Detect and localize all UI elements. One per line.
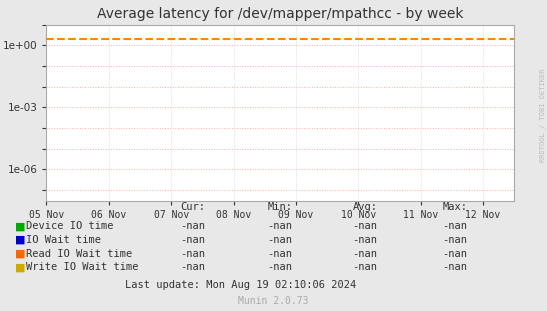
Text: ■: ■ <box>15 221 26 231</box>
Text: -nan: -nan <box>352 221 377 231</box>
Text: -nan: -nan <box>267 221 293 231</box>
Title: Average latency for /dev/mapper/mpathcc - by week: Average latency for /dev/mapper/mpathcc … <box>97 7 464 21</box>
Text: Device IO time: Device IO time <box>26 221 114 231</box>
Text: -nan: -nan <box>352 249 377 259</box>
Text: -nan: -nan <box>180 249 205 259</box>
Text: -nan: -nan <box>352 235 377 245</box>
Text: ■: ■ <box>15 249 26 259</box>
Text: -nan: -nan <box>267 249 293 259</box>
Text: Write IO Wait time: Write IO Wait time <box>26 262 139 272</box>
Text: -nan: -nan <box>267 262 293 272</box>
Text: Cur:: Cur: <box>180 202 205 212</box>
Text: -nan: -nan <box>180 262 205 272</box>
Text: -nan: -nan <box>352 262 377 272</box>
Text: Avg:: Avg: <box>352 202 377 212</box>
Text: -nan: -nan <box>443 221 468 231</box>
Text: Max:: Max: <box>443 202 468 212</box>
Text: -nan: -nan <box>443 249 468 259</box>
Text: Last update: Mon Aug 19 02:10:06 2024: Last update: Mon Aug 19 02:10:06 2024 <box>125 280 356 290</box>
Text: Munin 2.0.73: Munin 2.0.73 <box>238 296 309 306</box>
Text: -nan: -nan <box>267 235 293 245</box>
Text: RRDTOOL / TOBI OETIKER: RRDTOOL / TOBI OETIKER <box>540 68 546 162</box>
Text: ■: ■ <box>15 262 26 272</box>
Text: -nan: -nan <box>180 235 205 245</box>
Text: Read IO Wait time: Read IO Wait time <box>26 249 132 259</box>
Text: IO Wait time: IO Wait time <box>26 235 101 245</box>
Text: ■: ■ <box>15 235 26 245</box>
Text: -nan: -nan <box>443 262 468 272</box>
Text: Min:: Min: <box>267 202 293 212</box>
Text: -nan: -nan <box>443 235 468 245</box>
Text: -nan: -nan <box>180 221 205 231</box>
